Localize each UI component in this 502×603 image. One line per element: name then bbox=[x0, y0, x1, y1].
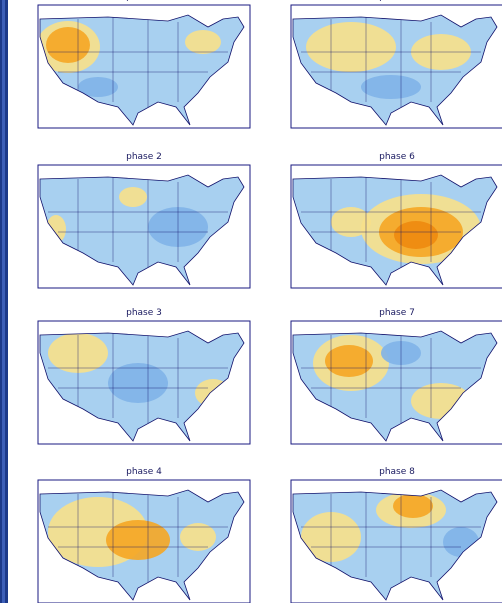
us-outline bbox=[292, 330, 498, 442]
anomaly-blob bbox=[331, 207, 371, 237]
us-outline bbox=[292, 14, 498, 126]
anomaly-blob bbox=[325, 345, 373, 377]
us-outline bbox=[292, 174, 498, 286]
map bbox=[39, 174, 245, 286]
anomaly-blob bbox=[394, 221, 438, 249]
map bbox=[292, 14, 498, 126]
us-outline bbox=[39, 489, 245, 601]
map bbox=[292, 174, 498, 286]
map bbox=[292, 489, 498, 601]
panel-title: phase 5 bbox=[379, 0, 415, 2]
panel-title: phase 3 bbox=[126, 308, 162, 318]
anomaly-blob bbox=[78, 77, 118, 97]
anomaly-shading bbox=[40, 21, 221, 97]
panel-title: phase 2 bbox=[126, 152, 162, 162]
anomaly-blob bbox=[119, 187, 147, 207]
anomaly-blob bbox=[180, 523, 216, 551]
anomaly-blob bbox=[185, 30, 221, 54]
anomaly-blob bbox=[46, 27, 90, 63]
us-outline bbox=[39, 174, 245, 286]
panel-title: phase 7 bbox=[379, 308, 415, 318]
panel-title: phase 1 bbox=[126, 0, 162, 2]
anomaly-blob bbox=[361, 75, 421, 99]
panel-title: phase 8 bbox=[379, 467, 415, 477]
map bbox=[39, 14, 245, 126]
us-outline bbox=[292, 489, 498, 601]
map bbox=[292, 330, 498, 442]
us-outline bbox=[39, 330, 245, 442]
anomaly-shading bbox=[306, 22, 471, 99]
anomaly-blob bbox=[306, 22, 396, 72]
anomaly-blob bbox=[106, 520, 170, 560]
side-strip-highlight bbox=[2, 0, 5, 603]
us-outline bbox=[39, 14, 245, 126]
anomaly-blob bbox=[108, 363, 168, 403]
panel-title: phase 4 bbox=[126, 467, 162, 477]
map bbox=[39, 489, 245, 601]
anomaly-blob bbox=[393, 494, 433, 518]
panel-title: phase 6 bbox=[379, 152, 415, 162]
anomaly-shading bbox=[48, 497, 216, 567]
